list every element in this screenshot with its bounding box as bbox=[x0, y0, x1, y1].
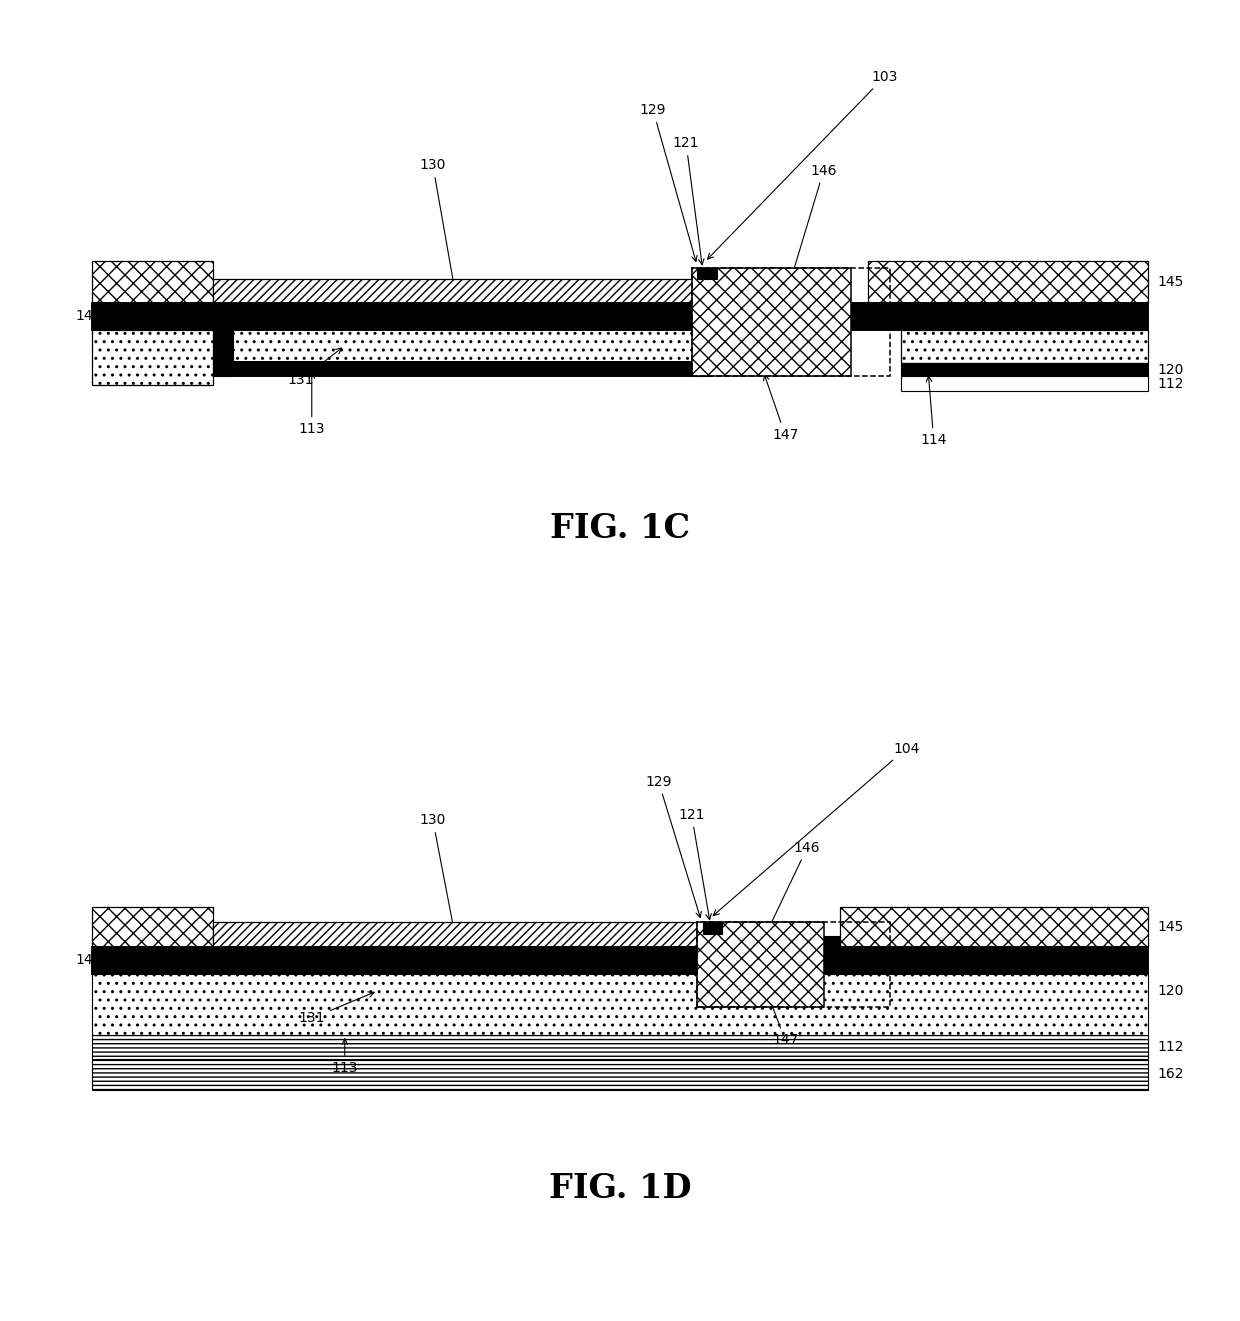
Bar bbox=[92, 947, 1148, 975]
Text: 129: 129 bbox=[645, 774, 702, 918]
Bar bbox=[697, 922, 890, 1007]
Bar bbox=[92, 303, 1148, 330]
Bar bbox=[900, 376, 1148, 391]
Text: 121: 121 bbox=[673, 136, 704, 264]
Text: FIG. 1D: FIG. 1D bbox=[549, 1173, 691, 1205]
Text: 114: 114 bbox=[920, 376, 947, 448]
Text: 120: 120 bbox=[1157, 984, 1184, 997]
Bar bbox=[697, 922, 823, 1007]
Text: 146: 146 bbox=[765, 840, 821, 937]
Text: 147: 147 bbox=[764, 375, 799, 441]
Text: FIG. 1C: FIG. 1C bbox=[551, 513, 689, 544]
Bar bbox=[92, 330, 213, 386]
Bar bbox=[703, 922, 723, 934]
Text: 131: 131 bbox=[299, 992, 374, 1025]
Bar bbox=[213, 279, 692, 303]
Text: 103: 103 bbox=[708, 70, 898, 259]
Bar bbox=[233, 366, 692, 376]
Bar bbox=[92, 908, 213, 947]
Bar bbox=[92, 1059, 1148, 1090]
Text: 112: 112 bbox=[1157, 378, 1184, 391]
Bar bbox=[233, 330, 692, 361]
Text: 146: 146 bbox=[785, 164, 837, 295]
Text: 130: 130 bbox=[419, 814, 456, 931]
Bar bbox=[92, 1034, 1148, 1059]
Text: 145: 145 bbox=[1157, 275, 1184, 289]
Bar bbox=[692, 267, 890, 376]
Text: 162: 162 bbox=[1157, 1067, 1184, 1082]
Bar bbox=[92, 303, 1148, 330]
Text: 131: 131 bbox=[288, 349, 341, 387]
Bar bbox=[692, 330, 712, 376]
Text: 145: 145 bbox=[1157, 919, 1184, 934]
Bar bbox=[233, 361, 692, 367]
Bar bbox=[213, 330, 233, 376]
Bar bbox=[823, 935, 841, 947]
Bar bbox=[92, 975, 1148, 1034]
Text: 144: 144 bbox=[76, 954, 102, 967]
Text: 147: 147 bbox=[769, 1000, 799, 1048]
Bar bbox=[900, 330, 1148, 363]
Bar bbox=[92, 947, 1148, 975]
Bar bbox=[900, 363, 1148, 376]
Text: 113: 113 bbox=[299, 373, 325, 436]
Text: 144: 144 bbox=[76, 309, 102, 324]
Text: 112: 112 bbox=[1157, 1040, 1184, 1054]
Bar bbox=[868, 262, 1148, 303]
Text: 113: 113 bbox=[331, 1038, 358, 1075]
Bar bbox=[697, 267, 717, 279]
Text: 129: 129 bbox=[640, 103, 697, 262]
Text: 121: 121 bbox=[678, 807, 712, 919]
Text: 130: 130 bbox=[419, 159, 456, 287]
Bar bbox=[841, 908, 1148, 947]
Bar bbox=[92, 262, 213, 303]
Bar bbox=[692, 267, 851, 376]
Text: 104: 104 bbox=[713, 741, 919, 915]
Text: 120: 120 bbox=[1157, 363, 1184, 376]
Bar bbox=[213, 922, 697, 947]
